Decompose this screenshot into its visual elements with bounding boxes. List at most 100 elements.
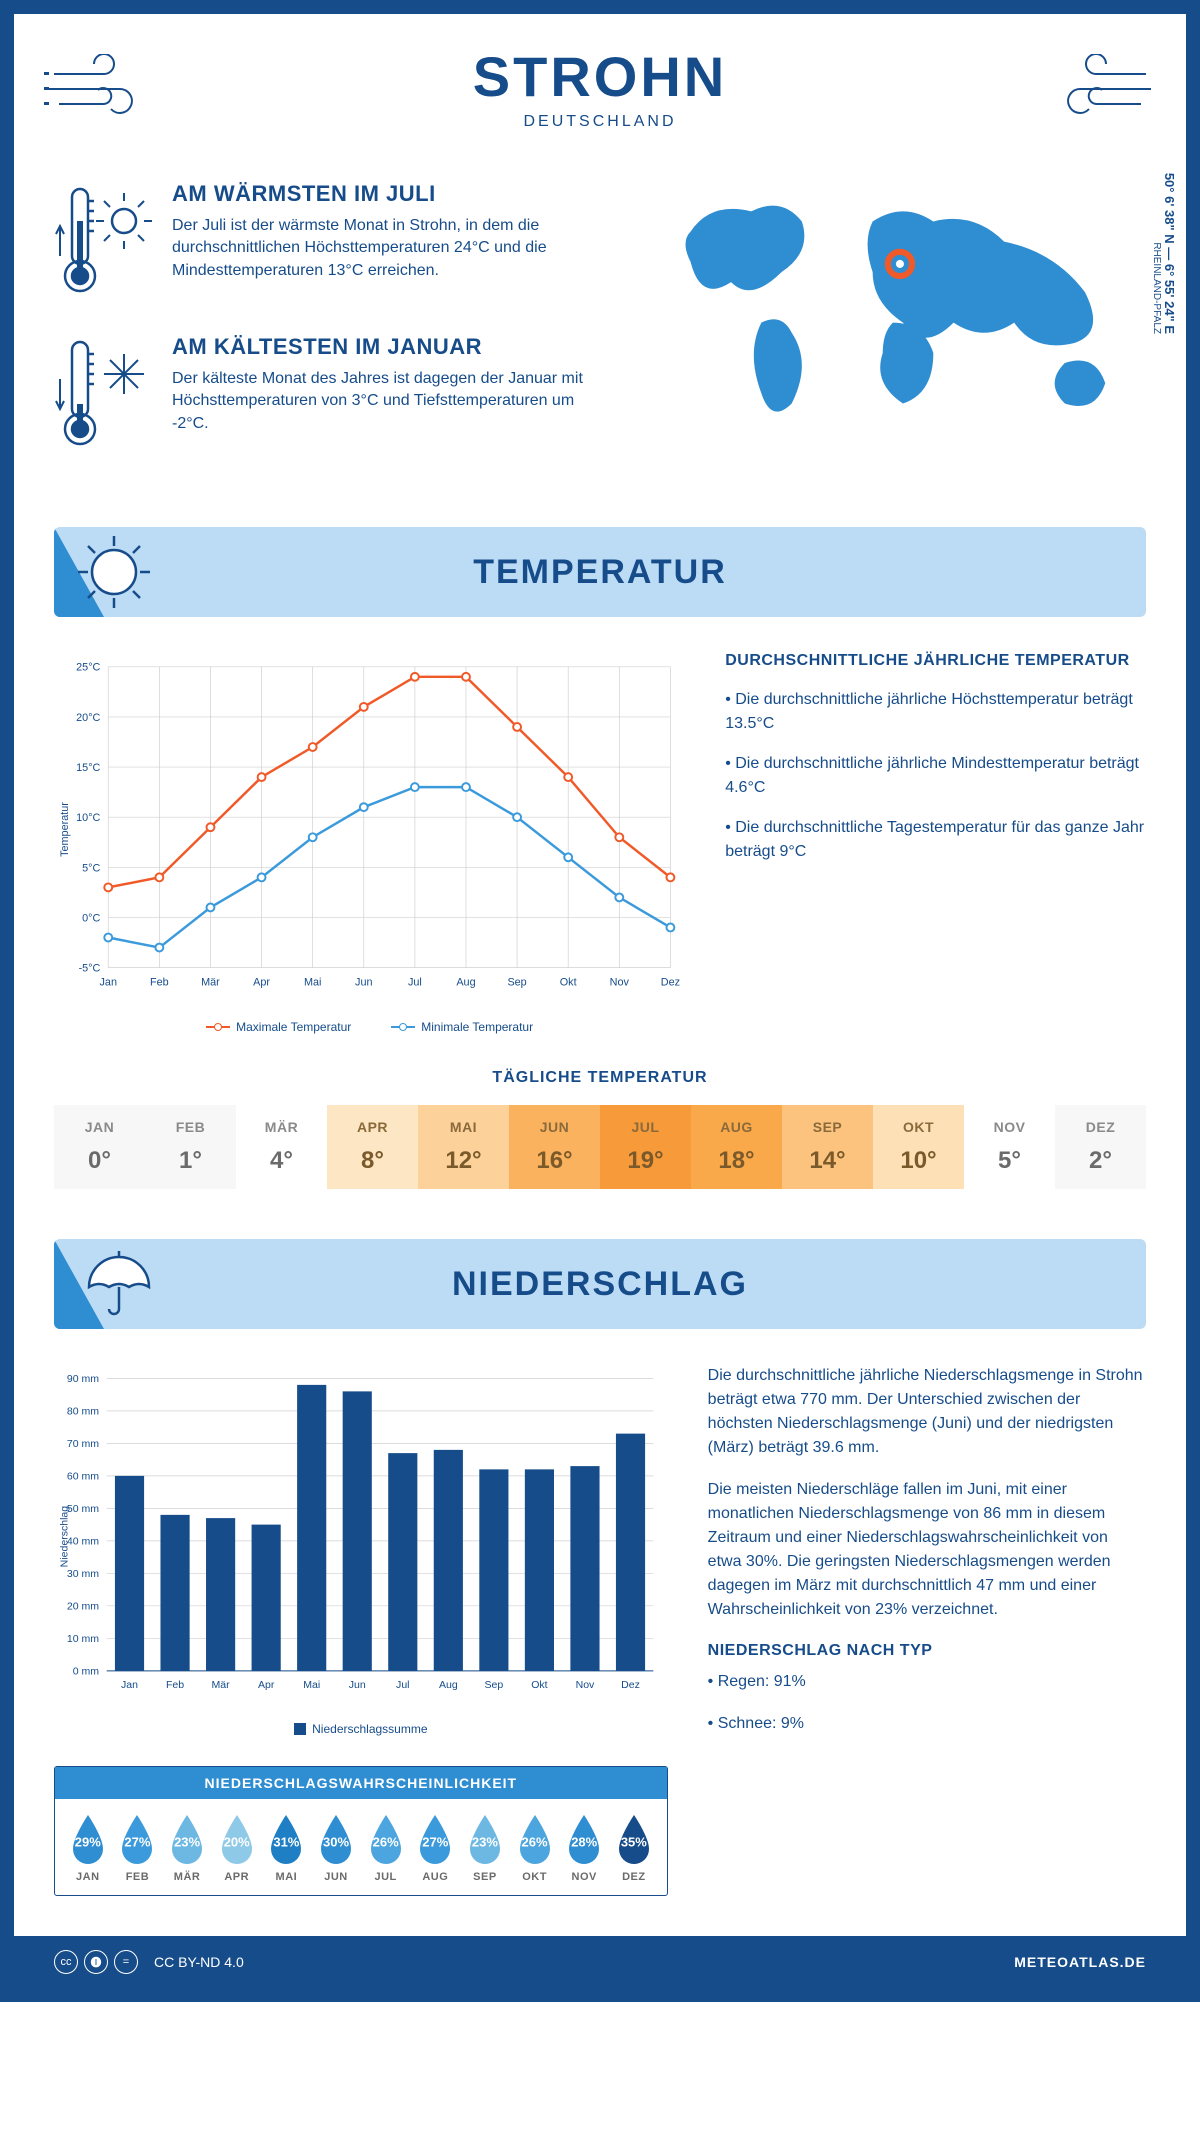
svg-text:10°C: 10°C	[76, 812, 100, 824]
daily-temp-cell: DEZ2°	[1055, 1105, 1146, 1189]
svg-text:80 mm: 80 mm	[67, 1406, 99, 1418]
warmest-title: AM WÄRMSTEN IM JULI	[172, 181, 610, 207]
raindrop-icon: 23%	[166, 1813, 208, 1865]
raindrop-icon: 31%	[265, 1813, 307, 1865]
precip-type-title: NIEDERSCHLAG NACH TYP	[708, 1642, 1146, 1660]
daily-temp-cell: SEP14°	[782, 1105, 873, 1189]
nd-icon: =	[114, 1950, 138, 1974]
precip-section-title: NIEDERSCHLAG	[452, 1265, 748, 1304]
svg-text:Feb: Feb	[166, 1679, 184, 1691]
umbrella-icon	[74, 1247, 159, 1322]
raindrop-icon: 23%	[464, 1813, 506, 1865]
thermometer-cold-icon	[54, 334, 154, 454]
by-icon: 🅘	[84, 1950, 108, 1974]
temp-legend: Maximale Temperatur Minimale Temperatur	[54, 1020, 685, 1034]
infographic-frame: STROHN DEUTSCHLAND	[0, 0, 1200, 2002]
prob-cell: 27% FEB	[113, 1813, 163, 1883]
daily-temp-cell: OKT10°	[873, 1105, 964, 1189]
raindrop-icon: 27%	[116, 1813, 158, 1865]
coldest-block: AM KÄLTESTEN IM JANUAR Der kälteste Mona…	[54, 334, 610, 459]
svg-text:20°C: 20°C	[76, 712, 100, 724]
svg-text:Dez: Dez	[621, 1679, 640, 1691]
daily-temp-cell: JUL19°	[600, 1105, 691, 1189]
raindrop-icon: 20%	[216, 1813, 258, 1865]
svg-text:Mai: Mai	[303, 1679, 320, 1691]
svg-text:Okt: Okt	[531, 1679, 547, 1691]
svg-text:15°C: 15°C	[76, 762, 100, 774]
svg-text:Mai: Mai	[304, 976, 321, 988]
daily-temp-cell: APR8°	[327, 1105, 418, 1189]
svg-text:Aug: Aug	[439, 1679, 458, 1691]
svg-text:Mär: Mär	[201, 976, 220, 988]
daily-temp-cell: MÄR4°	[236, 1105, 327, 1189]
precip-banner: NIEDERSCHLAG	[54, 1239, 1146, 1329]
prob-cell: 23% MÄR	[162, 1813, 212, 1883]
raindrop-icon: 26%	[365, 1813, 407, 1865]
temp-info-title: DURCHSCHNITTLICHE JÄHRLICHE TEMPERATUR	[725, 652, 1146, 670]
temp-bullet-2: • Die durchschnittliche jährliche Mindes…	[725, 752, 1146, 800]
license-text: CC BY-ND 4.0	[154, 1954, 244, 1970]
prob-cell: 26% OKT	[510, 1813, 560, 1883]
raindrop-icon: 30%	[315, 1813, 357, 1865]
daily-temp-cell: AUG18°	[691, 1105, 782, 1189]
page-title: STROHN	[54, 44, 1146, 109]
coldest-text: Der kälteste Monat des Jahres ist dagege…	[172, 368, 610, 435]
svg-text:Jul: Jul	[396, 1679, 409, 1691]
raindrop-icon: 27%	[414, 1813, 456, 1865]
prob-cell: 30% JUN	[311, 1813, 361, 1883]
precip-type-2: • Schnee: 9%	[708, 1712, 1146, 1736]
svg-text:Sep: Sep	[507, 976, 526, 988]
svg-text:10 mm: 10 mm	[67, 1633, 99, 1645]
svg-text:Sep: Sep	[485, 1679, 504, 1691]
svg-text:Mär: Mär	[212, 1679, 231, 1691]
coldest-title: AM KÄLTESTEN IM JANUAR	[172, 334, 610, 360]
svg-text:Aug: Aug	[456, 976, 475, 988]
svg-text:Nov: Nov	[610, 976, 630, 988]
svg-text:25°C: 25°C	[76, 662, 100, 674]
svg-text:Dez: Dez	[661, 976, 680, 988]
svg-text:Feb: Feb	[150, 976, 169, 988]
header: STROHN DEUTSCHLAND	[54, 44, 1146, 131]
temp-section-title: TEMPERATUR	[473, 553, 727, 592]
wind-icon-right	[1036, 54, 1156, 134]
prob-cell: 20% APR	[212, 1813, 262, 1883]
wind-icon-left	[44, 54, 164, 134]
daily-temp-title: TÄGLICHE TEMPERATUR	[54, 1069, 1146, 1087]
svg-text:0 mm: 0 mm	[73, 1666, 100, 1678]
daily-temp-cell: MAI12°	[418, 1105, 509, 1189]
prob-cell: 29% JAN	[63, 1813, 113, 1883]
prob-box: NIEDERSCHLAGSWAHRSCHEINLICHKEIT 29% JAN …	[54, 1766, 668, 1896]
svg-text:Jan: Jan	[121, 1679, 138, 1691]
svg-text:Jun: Jun	[355, 976, 372, 988]
precip-para-2: Die meisten Niederschläge fallen im Juni…	[708, 1478, 1146, 1622]
warmest-block: AM WÄRMSTEN IM JULI Der Juli ist der wär…	[54, 181, 610, 306]
precip-legend: Niederschlagssumme	[54, 1722, 668, 1736]
svg-text:90 mm: 90 mm	[67, 1373, 99, 1385]
prob-cell: 35% DEZ	[609, 1813, 659, 1883]
prob-title: NIEDERSCHLAGSWAHRSCHEINLICHKEIT	[55, 1767, 667, 1799]
prob-cell: 31% MAI	[262, 1813, 312, 1883]
svg-text:5°C: 5°C	[82, 862, 100, 874]
daily-temp-cell: JAN0°	[54, 1105, 145, 1189]
daily-temp-grid: JAN0°FEB1°MÄR4°APR8°MAI12°JUN16°JUL19°AU…	[54, 1105, 1146, 1189]
site-name: METEOATLAS.DE	[1014, 1954, 1146, 1970]
svg-text:Apr: Apr	[258, 1679, 275, 1691]
svg-text:Jul: Jul	[408, 976, 422, 988]
sun-icon	[74, 532, 154, 612]
temperature-banner: TEMPERATUR	[54, 527, 1146, 617]
svg-text:Jun: Jun	[349, 1679, 366, 1691]
daily-temp-cell: FEB1°	[145, 1105, 236, 1189]
svg-text:Jan: Jan	[100, 976, 117, 988]
prob-cell: 26% JUL	[361, 1813, 411, 1883]
svg-text:0°C: 0°C	[82, 912, 100, 924]
footer: cc 🅘 = CC BY-ND 4.0 METEOATLAS.DE	[14, 1936, 1186, 1988]
daily-temp-cell: NOV5°	[964, 1105, 1055, 1189]
prob-cell: 27% AUG	[410, 1813, 460, 1883]
svg-text:30 mm: 30 mm	[67, 1568, 99, 1580]
daily-temp-cell: JUN16°	[509, 1105, 600, 1189]
raindrop-icon: 26%	[514, 1813, 556, 1865]
svg-text:20 mm: 20 mm	[67, 1601, 99, 1613]
warmest-text: Der Juli ist der wärmste Monat in Strohn…	[172, 215, 610, 282]
svg-text:60 mm: 60 mm	[67, 1471, 99, 1483]
temperature-chart: -5°C0°C5°C10°C15°C20°C25°CJanFebMärAprMa…	[54, 652, 685, 1034]
